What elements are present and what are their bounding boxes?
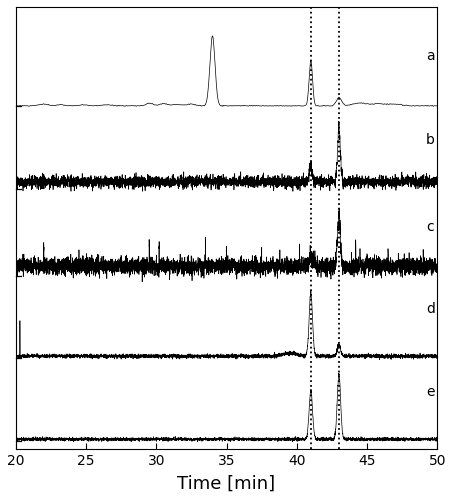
Text: c: c [426, 220, 434, 234]
Text: d: d [426, 302, 435, 316]
Text: a: a [426, 48, 435, 62]
Text: b: b [426, 133, 435, 147]
Text: e: e [426, 385, 434, 399]
X-axis label: Time [min]: Time [min] [178, 475, 275, 493]
